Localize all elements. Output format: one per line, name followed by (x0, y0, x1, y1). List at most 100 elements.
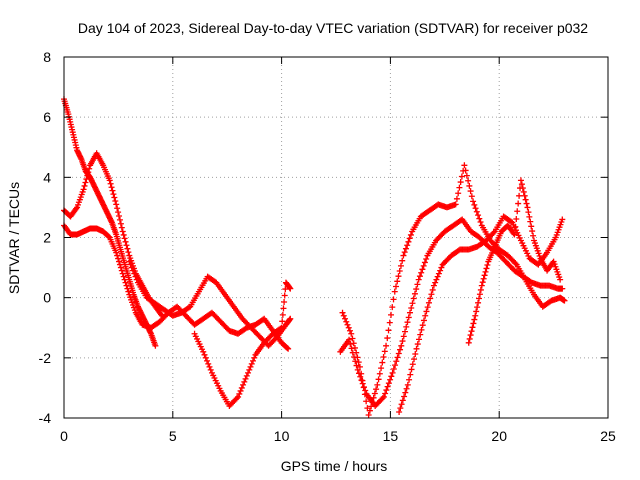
data-point (513, 216, 520, 223)
data-point (481, 272, 488, 279)
data-point (430, 282, 437, 289)
data-point (420, 262, 427, 269)
data-point (404, 319, 411, 326)
data-point (490, 229, 497, 236)
chart-title: Day 104 of 2023, Sidereal Day-to-day VTE… (78, 20, 588, 36)
data-series-arc-7 (339, 162, 568, 418)
data-point (408, 366, 415, 373)
data-point (419, 266, 426, 273)
data-point (399, 257, 406, 264)
data-point (520, 188, 527, 195)
data-point (418, 326, 425, 333)
data-point (205, 360, 212, 367)
data-point (236, 390, 243, 397)
data-point (345, 324, 352, 331)
axis-ticks: 0 5 10 15 20 25 -4 -2 0 2 4 6 8 (39, 49, 616, 444)
data-point (391, 288, 398, 295)
data-point (83, 176, 90, 183)
data-point (559, 216, 566, 223)
data-point (411, 290, 418, 297)
data-point (118, 267, 125, 274)
data-point (114, 205, 121, 212)
data-point (125, 288, 132, 295)
data-point (561, 297, 568, 304)
data-point (512, 223, 519, 230)
data-point (415, 336, 422, 343)
data-point (399, 338, 406, 345)
data-point (525, 209, 532, 216)
data-point (376, 370, 383, 377)
data-point (379, 359, 386, 366)
data-point (383, 342, 390, 349)
data-point (115, 255, 122, 262)
data-series-arc-2 (61, 150, 165, 319)
data-point (469, 324, 476, 331)
data-point (185, 304, 192, 311)
data-point (389, 304, 396, 311)
data-point (350, 340, 357, 347)
data-point (557, 276, 564, 283)
data-point (358, 370, 365, 377)
data-point (281, 292, 288, 299)
data-point (408, 304, 415, 311)
data-point (411, 356, 418, 363)
data-point (409, 361, 416, 368)
data-point (346, 336, 353, 343)
data-point (457, 179, 464, 186)
data-point (124, 285, 131, 292)
data-point (477, 286, 484, 293)
y-tick-label: -4 (39, 410, 52, 426)
data-point (359, 377, 366, 384)
data-point (381, 348, 388, 355)
data-point (379, 395, 386, 402)
data-point (371, 390, 378, 397)
data-point (427, 295, 434, 302)
x-tick-label: 10 (274, 428, 290, 444)
data-point (125, 249, 132, 256)
data-point (455, 190, 462, 197)
data-point (366, 407, 373, 414)
data-point (200, 348, 207, 355)
data-point (478, 282, 485, 289)
data-point (527, 218, 534, 225)
data-point (529, 228, 536, 235)
data-point (472, 312, 479, 319)
data-series-arc-8 (396, 213, 566, 415)
data-point (471, 201, 478, 208)
data-point (363, 398, 370, 405)
data-point (116, 258, 123, 265)
data-point (392, 362, 399, 369)
data-point (241, 378, 248, 385)
data-point (483, 265, 490, 272)
data-point (463, 172, 470, 179)
y-axis-label: SDTVAR / TECUs (6, 182, 22, 294)
data-point (400, 252, 407, 259)
data-point (521, 192, 528, 199)
data-point (128, 264, 135, 271)
data-point (122, 238, 129, 245)
data-point (423, 308, 430, 315)
data-point (111, 194, 118, 201)
data-point (240, 381, 247, 388)
data-point (390, 296, 397, 303)
data-point (105, 233, 112, 240)
data-point (522, 196, 529, 203)
data-series-arc-9 (465, 177, 564, 346)
data-point (117, 220, 124, 227)
data-point (386, 319, 393, 326)
data-point (417, 331, 424, 338)
data-point (131, 270, 138, 277)
data-point (482, 268, 489, 275)
data-point (423, 255, 430, 262)
data-point (470, 320, 477, 327)
data-point (465, 339, 472, 346)
data-point (511, 231, 518, 238)
data-point (523, 200, 530, 207)
data-point (203, 357, 210, 364)
data-point (402, 328, 409, 335)
data-point (278, 324, 285, 331)
data-point (387, 376, 394, 383)
data-point (113, 201, 120, 208)
data-point (476, 291, 483, 298)
data-point (416, 273, 423, 280)
